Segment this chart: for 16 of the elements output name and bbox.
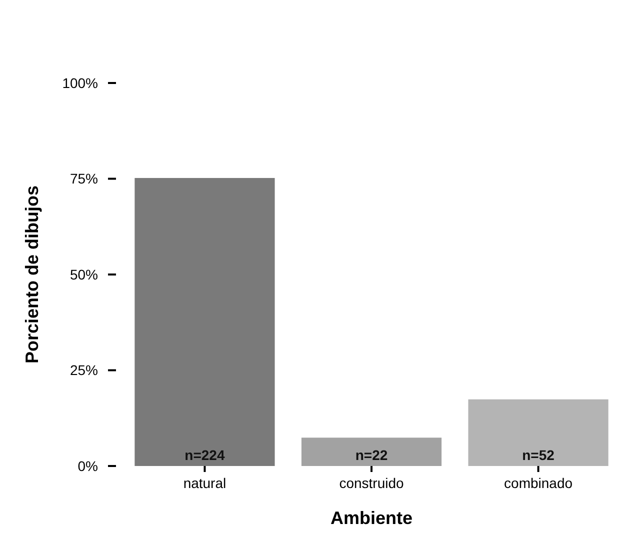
bar	[468, 399, 608, 466]
y-tick-label: 100%	[62, 74, 98, 91]
annotation: n=22	[355, 447, 388, 463]
x-tick-label: combinado	[504, 475, 573, 491]
y-tick-label: 0%	[78, 458, 98, 474]
y-tick-label: 50%	[70, 266, 98, 282]
x-tick-label: natural	[183, 475, 226, 491]
bar	[301, 438, 442, 466]
x-tick-label: construido	[339, 475, 404, 491]
y-axis-title: Porciento de dibujos	[22, 185, 42, 364]
y-tick-label: 25%	[70, 362, 98, 378]
y-tick-label: 75%	[70, 170, 98, 187]
x-axis-title: Ambiente	[330, 508, 413, 528]
annotation: n=52	[522, 447, 555, 463]
annotation: n=224	[184, 447, 225, 463]
bar	[134, 178, 275, 466]
